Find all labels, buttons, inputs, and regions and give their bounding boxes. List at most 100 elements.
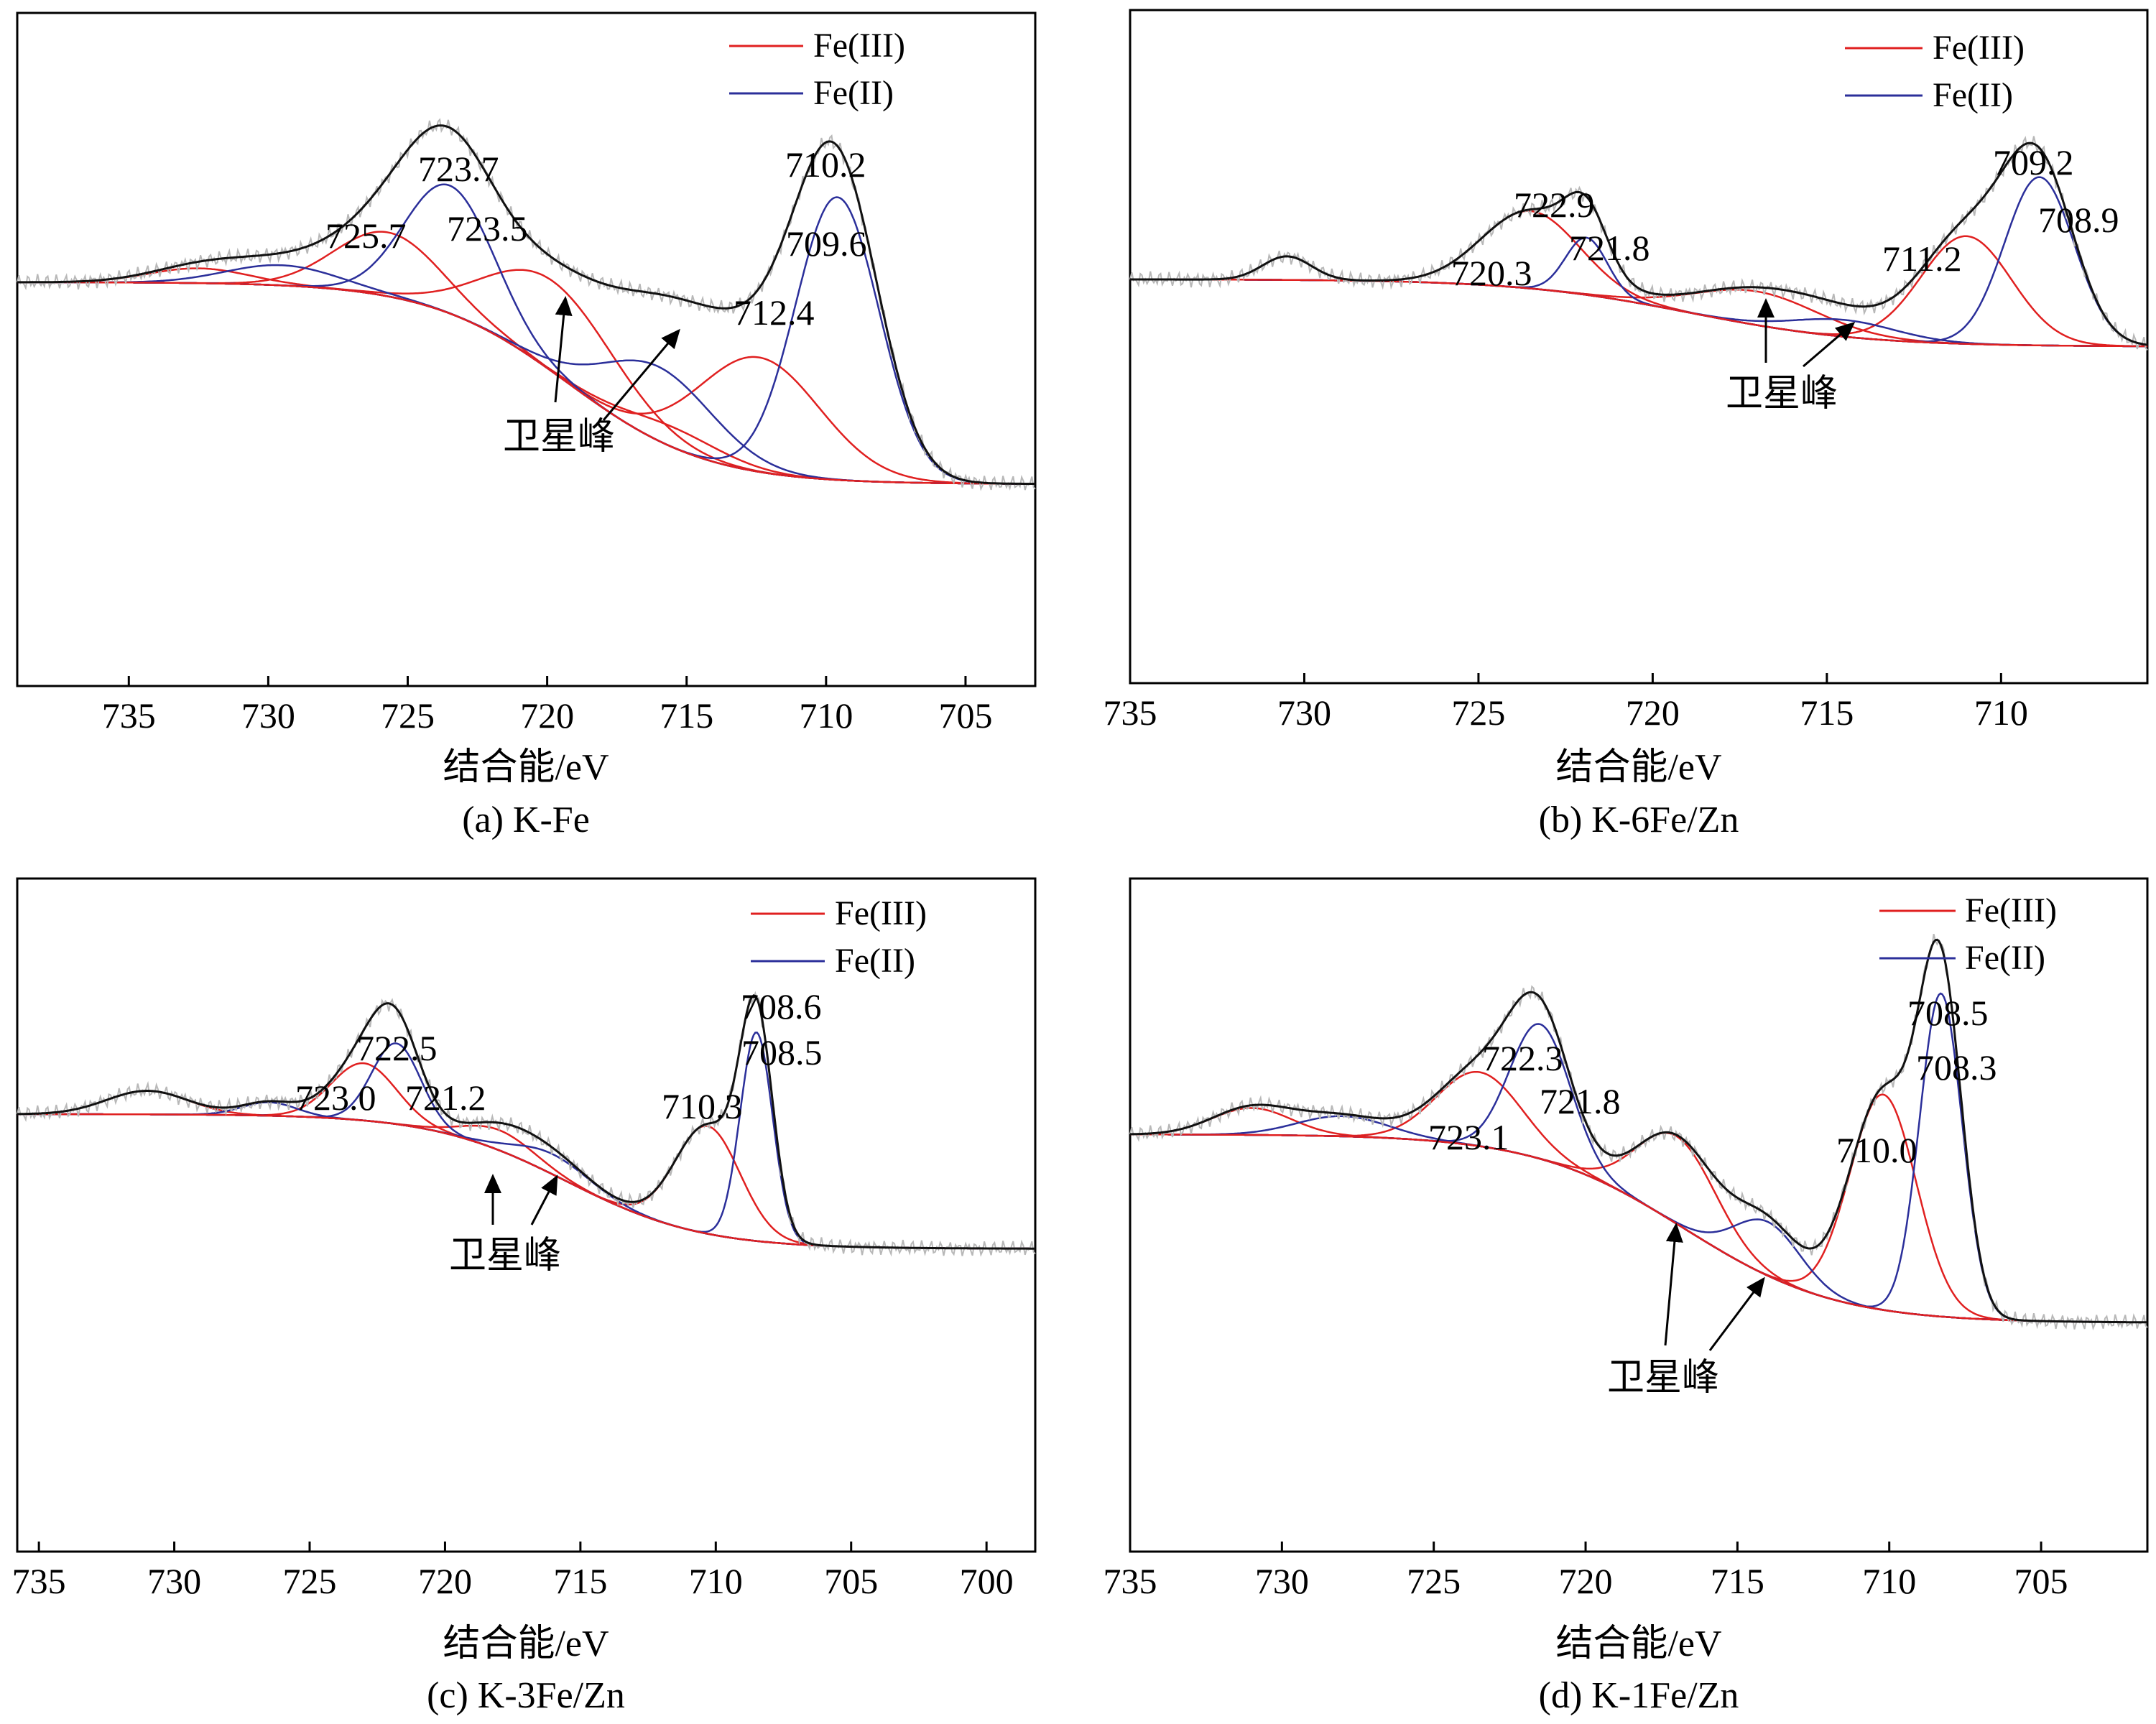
- fe2-component-curve: [17, 1101, 1035, 1250]
- background-baseline: [17, 281, 1036, 485]
- x-axis-label: 结合能/eV: [443, 747, 609, 788]
- raw-spectrum: [17, 991, 1036, 1257]
- legend-label-fe3: Fe(III): [1965, 891, 2057, 930]
- plot-area-b: [1129, 136, 2148, 351]
- legend-label-fe2: Fe(II): [1965, 939, 2045, 977]
- peak-label: 710.2: [785, 144, 866, 185]
- fe2-component-curve: [1130, 992, 2147, 1324]
- plot-frame: [1129, 877, 2149, 1553]
- background-baseline: [1130, 1133, 2147, 1324]
- satellite-label: 卫星峰: [1607, 1358, 1719, 1399]
- x-tick-label: 735: [1104, 692, 1157, 733]
- fe2-component-curve: [1130, 1133, 2147, 1324]
- x-tick-label: 730: [1277, 692, 1331, 733]
- peak-label: 721.8: [1540, 1081, 1621, 1121]
- fe3-component-curve: [1130, 1093, 2147, 1324]
- plot-area-c: [17, 991, 1036, 1257]
- peak-label: 722.5: [356, 1028, 438, 1068]
- fe2-component-curve: [17, 1032, 1035, 1250]
- x-axis-label: 结合能/eV: [1555, 1623, 1721, 1664]
- x-tick-label: 725: [1407, 1561, 1461, 1601]
- satellite-arrow: [1803, 322, 1856, 368]
- x-ticks-b: 735 730 725 720 715 710: [1104, 673, 2028, 733]
- x-tick-label: 720: [418, 1561, 472, 1601]
- peak-label: 711.2: [1882, 238, 1962, 279]
- fitted-envelope: [1130, 938, 2147, 1324]
- peak-label: 721.2: [405, 1078, 486, 1118]
- peak-label: 708.5: [1907, 993, 1989, 1033]
- satellite-arrow: [554, 296, 573, 403]
- peak-label: 710.3: [662, 1086, 743, 1126]
- peak-label: 725.7: [325, 216, 407, 256]
- satellite-label: 卫星峰: [449, 1236, 561, 1276]
- x-tick-label: 715: [1800, 692, 1854, 733]
- x-tick-label: 730: [241, 695, 295, 736]
- x-tick-label: 720: [520, 695, 574, 736]
- x-axis-label: 结合能/eV: [1555, 747, 1721, 788]
- peak-label: 723.7: [418, 149, 499, 189]
- plot-area-d: [1129, 934, 2148, 1331]
- x-tick-label: 715: [660, 695, 713, 736]
- peak-label: 723.0: [295, 1078, 376, 1118]
- peak-label: 709.6: [786, 223, 867, 264]
- x-tick-label: 725: [381, 695, 435, 736]
- x-axis-label: 结合能/eV: [443, 1623, 609, 1664]
- peak-label: 708.5: [741, 1032, 823, 1072]
- panel-caption: (c) K-3Fe/Zn: [427, 1675, 625, 1716]
- panel-caption: (b) K-6Fe/Zn: [1539, 800, 1739, 840]
- x-tick-label: 715: [1711, 1561, 1764, 1601]
- fe3-component-curve: [1130, 1131, 2147, 1324]
- legend-label-fe3: Fe(III): [835, 894, 927, 932]
- peak-label: 722.3: [1482, 1038, 1563, 1078]
- x-tick-label: 735: [12, 1561, 66, 1601]
- panel-c: 735 730 725 720 715 710 705 700 Fe(III) Fe(II) …: [12, 877, 1037, 1716]
- fe3-component-curve: [17, 1062, 1035, 1250]
- peak-label: 723.1: [1428, 1117, 1509, 1157]
- plot-frame: [16, 11, 1037, 687]
- satellite-label: 卫星峰: [503, 417, 615, 458]
- x-tick-label: 730: [1255, 1561, 1309, 1601]
- peak-label: 710.0: [1836, 1130, 1917, 1170]
- x-ticks-d: 735 730 725 720 715 710 705: [1104, 1542, 2068, 1601]
- satellite-label: 卫星峰: [1726, 374, 1838, 414]
- legend-label-fe2: Fe(II): [835, 942, 915, 980]
- fitted-envelope: [17, 994, 1035, 1250]
- fitted-envelope: [17, 124, 1035, 485]
- x-tick-label: 705: [2014, 1561, 2068, 1601]
- x-tick-label: 735: [1104, 1561, 1157, 1601]
- panel-caption: (d) K-1Fe/Zn: [1539, 1675, 1739, 1716]
- x-tick-label: 710: [1862, 1561, 1916, 1601]
- plot-frame: [16, 877, 1037, 1553]
- peak-label: 708.6: [741, 986, 822, 1026]
- fitted-envelope: [1129, 142, 2148, 346]
- raw-spectrum: [1129, 136, 2148, 351]
- panel-caption: (a) K-Fe: [462, 800, 590, 840]
- background-baseline: [1129, 278, 2147, 348]
- x-tick-label: 715: [553, 1561, 607, 1601]
- x-tick-label: 710: [689, 1561, 743, 1601]
- legend-label-fe2: Fe(II): [813, 74, 894, 112]
- satellite-arrow: [530, 1174, 558, 1225]
- x-tick-label: 705: [824, 1561, 878, 1601]
- peak-label: 709.2: [1993, 142, 2074, 182]
- x-tick-label: 720: [1559, 1561, 1613, 1601]
- raw-spectrum: [1129, 934, 2148, 1331]
- peak-label: 708.9: [2038, 200, 2119, 240]
- peak-label: 723.5: [447, 208, 528, 249]
- satellite-arrow: [602, 328, 680, 421]
- peak-label: 720.3: [1451, 253, 1532, 293]
- panel-a: 735 730 725 720 715 710 705 Fe(III) Fe(II) 723…: [16, 11, 1037, 840]
- peak-label: 721.8: [1569, 228, 1650, 268]
- x-tick-label: 710: [1974, 692, 2028, 733]
- peak-label: 708.3: [1916, 1047, 1997, 1088]
- legend-label-fe2: Fe(II): [1933, 76, 2013, 114]
- peak-label: 722.9: [1514, 185, 1595, 225]
- x-tick-label: 720: [1626, 692, 1680, 733]
- x-ticks-c: 735 730 725 720 715 710 705 700: [12, 1542, 1014, 1601]
- x-tick-label: 725: [283, 1561, 337, 1601]
- x-tick-label: 730: [147, 1561, 201, 1601]
- panel-d: 735 730 725 720 715 710 705 Fe(III) Fe(II) 722…: [1104, 877, 2149, 1716]
- satellite-arrow: [1664, 1223, 1683, 1346]
- x-tick-label: 705: [938, 695, 992, 736]
